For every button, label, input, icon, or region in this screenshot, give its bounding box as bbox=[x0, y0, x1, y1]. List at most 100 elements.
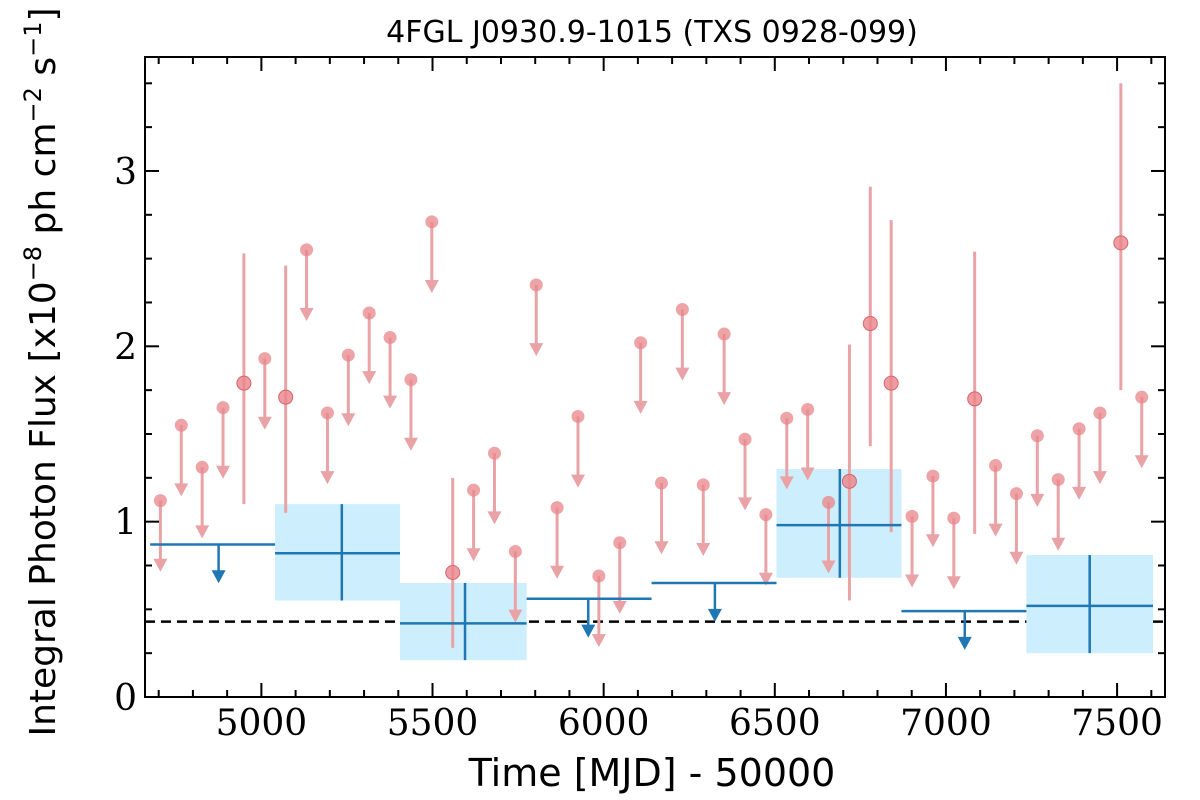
fine-upper-limit-point bbox=[1093, 406, 1107, 420]
fine-upper-limit-point bbox=[1030, 429, 1044, 443]
x-tick-label: 7500 bbox=[1071, 703, 1163, 744]
fine-detection-point bbox=[841, 473, 857, 489]
y-label-main: Integral Photon Flux [x10 bbox=[23, 281, 64, 736]
fine-upper-limit-arrow bbox=[800, 467, 815, 481]
fine-upper-limit-arrow bbox=[153, 558, 168, 572]
fine-upper-limit-arrow bbox=[466, 548, 481, 562]
fine-upper-limit-arrow bbox=[696, 542, 711, 556]
coarse-error-box bbox=[400, 583, 527, 661]
y-tick-label: 2 bbox=[114, 327, 137, 368]
fine-upper-limit-point bbox=[926, 469, 940, 483]
fine-upper-limit-point bbox=[613, 536, 627, 550]
fine-upper-limit-point bbox=[696, 478, 710, 492]
fine-detection-point bbox=[445, 565, 461, 581]
fine-detection-point bbox=[967, 391, 983, 407]
fine-upper-limit-arrow bbox=[779, 476, 794, 490]
fine-upper-limit-arrow bbox=[341, 413, 356, 427]
fine-upper-limit-arrow bbox=[738, 497, 753, 511]
fine-upper-limit-point bbox=[655, 476, 669, 490]
fine-upper-limit-point bbox=[905, 509, 919, 523]
coarse-upper-limit-arrow bbox=[581, 624, 596, 638]
fine-upper-limit-arrow bbox=[550, 565, 565, 579]
fine-upper-limit-arrow bbox=[717, 392, 732, 406]
fine-upper-limit-arrow bbox=[633, 400, 648, 414]
fine-upper-limit-arrow bbox=[1051, 537, 1066, 551]
fine-upper-limit-point bbox=[404, 373, 418, 387]
plot-frame bbox=[144, 56, 1166, 698]
y-tick-label: 1 bbox=[114, 503, 137, 544]
fine-upper-limit-point bbox=[989, 459, 1003, 473]
fine-upper-limit-arrow bbox=[925, 534, 940, 548]
fine-upper-limit-point bbox=[258, 352, 272, 366]
fine-upper-limit-arrow bbox=[654, 541, 669, 555]
y-label-mid: ph cm bbox=[23, 122, 64, 245]
x-tick-label: 5000 bbox=[216, 703, 308, 744]
coarse-upper-limit-arrow bbox=[957, 636, 972, 650]
fine-upper-limit-arrow bbox=[946, 576, 961, 590]
fine-upper-limit-point bbox=[529, 278, 543, 292]
fine-upper-limit-arrow bbox=[1072, 486, 1087, 500]
fine-bin-layer bbox=[153, 83, 1149, 648]
fine-upper-limit-arrow bbox=[424, 279, 439, 293]
fine-upper-limit-arrow bbox=[1009, 551, 1024, 565]
fine-upper-limit-arrow bbox=[591, 634, 606, 648]
fine-upper-limit-point bbox=[1135, 390, 1149, 404]
fine-upper-limit-arrow bbox=[1092, 471, 1107, 485]
fine-upper-limit-arrow bbox=[570, 474, 585, 488]
fine-upper-limit-point bbox=[487, 446, 501, 460]
tick-label-layer: 5000 5500 6000 6500 7000 7500 0 1 2 3 bbox=[114, 152, 1163, 744]
fine-upper-limit-point bbox=[675, 302, 689, 316]
fine-upper-limit-arrow bbox=[216, 465, 231, 479]
y-label-end: ] bbox=[23, 7, 64, 21]
coarse-upper-limit-arrow bbox=[211, 570, 226, 584]
y-label-mid2: s bbox=[23, 57, 64, 87]
fine-upper-limit-point bbox=[822, 495, 836, 509]
fine-upper-limit-point bbox=[362, 306, 376, 320]
fine-upper-limit-arrow bbox=[362, 371, 377, 385]
fine-upper-limit-arrow bbox=[988, 523, 1003, 537]
fine-upper-limit-point bbox=[571, 409, 585, 423]
fine-upper-limit-arrow bbox=[1030, 493, 1045, 507]
fine-upper-limit-arrow bbox=[675, 367, 690, 381]
fine-detection-point bbox=[278, 389, 294, 405]
coarse-line-layer bbox=[150, 469, 1154, 661]
x-tick-label: 5500 bbox=[387, 703, 479, 744]
fine-upper-limit-point bbox=[300, 243, 314, 257]
fine-upper-limit-arrow bbox=[821, 560, 836, 574]
fine-upper-limit-arrow bbox=[487, 511, 502, 525]
y-label-exp1: −8 bbox=[19, 246, 47, 281]
fine-upper-limit-point bbox=[634, 336, 648, 350]
fine-upper-limit-arrow bbox=[905, 574, 920, 588]
fine-detection-point bbox=[236, 375, 252, 391]
fine-upper-limit-arrow bbox=[320, 471, 335, 485]
fine-upper-limit-arrow bbox=[612, 600, 627, 614]
fine-upper-limit-point bbox=[1009, 487, 1023, 501]
fine-upper-limit-point bbox=[320, 406, 334, 420]
coarse-upper-limit-arrow bbox=[707, 608, 722, 622]
fine-upper-limit-point bbox=[1072, 422, 1086, 436]
fine-upper-limit-point bbox=[425, 215, 439, 229]
fine-upper-limit-point bbox=[1051, 473, 1065, 487]
y-tick-label: 0 bbox=[114, 678, 137, 719]
fine-upper-limit-arrow bbox=[1134, 455, 1149, 469]
fine-upper-limit-arrow bbox=[508, 609, 523, 623]
fine-upper-limit-point bbox=[550, 501, 564, 515]
fine-upper-limit-point bbox=[153, 494, 167, 508]
fine-detection-point bbox=[883, 375, 899, 391]
fine-upper-limit-arrow bbox=[195, 525, 210, 539]
chart-title: 4FGL J0930.9-1015 (TXS 0928-099) bbox=[386, 15, 918, 50]
fine-upper-limit-point bbox=[759, 508, 773, 522]
y-label-exp2: −2 bbox=[19, 87, 47, 122]
x-tick-label: 6500 bbox=[729, 703, 821, 744]
tick-layer bbox=[145, 57, 1165, 698]
fine-upper-limit-point bbox=[174, 418, 188, 432]
x-tick-label: 6000 bbox=[558, 703, 650, 744]
fine-upper-limit-point bbox=[717, 327, 731, 341]
fine-upper-limit-arrow bbox=[383, 395, 398, 409]
fine-upper-limit-point bbox=[467, 483, 481, 497]
x-tick-label: 7000 bbox=[900, 703, 992, 744]
fine-upper-limit-point bbox=[195, 460, 209, 474]
fine-upper-limit-arrow bbox=[174, 483, 189, 497]
